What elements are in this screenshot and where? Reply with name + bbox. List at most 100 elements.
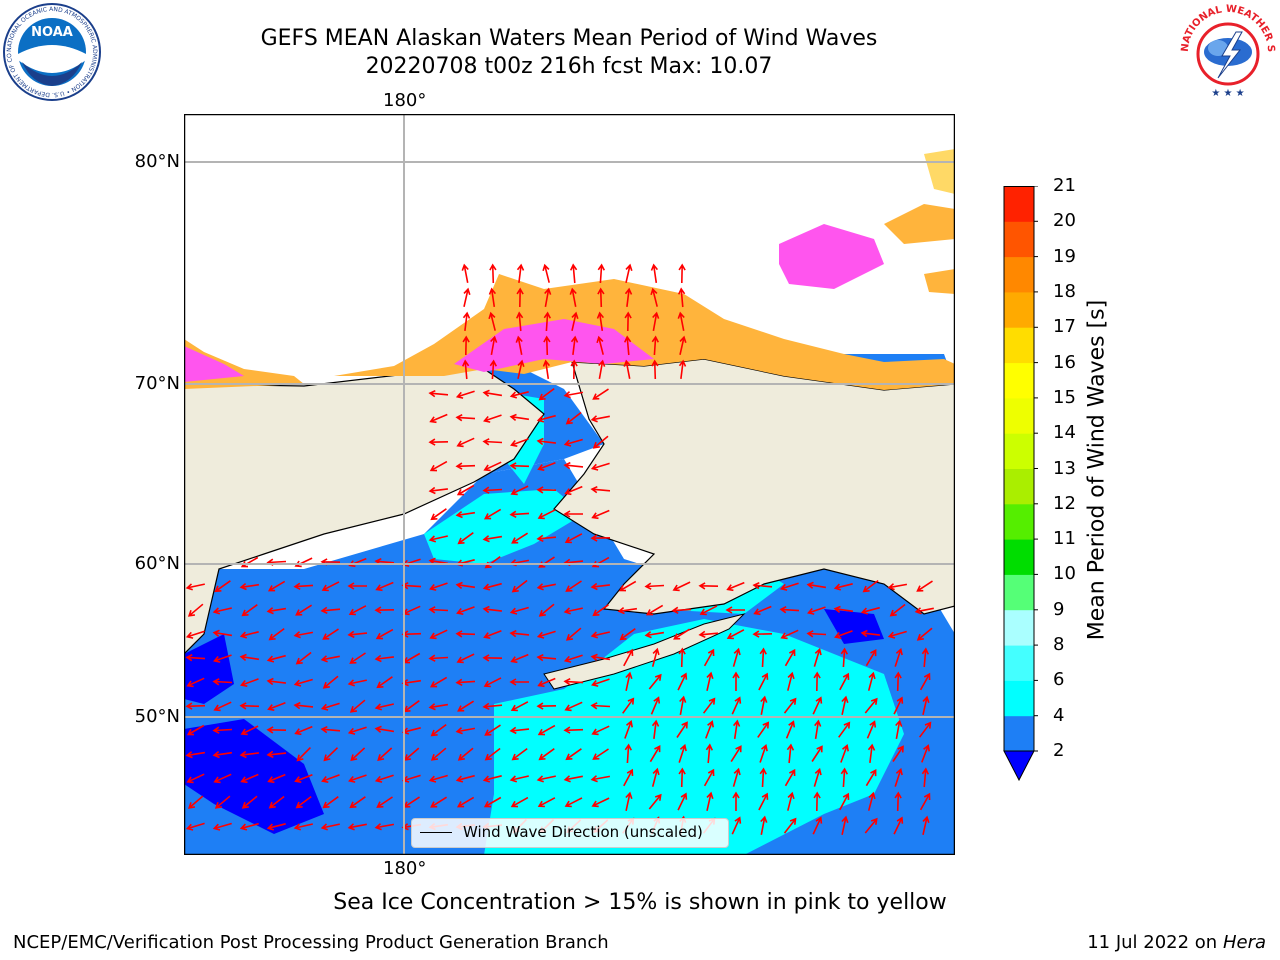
wind-wave-arrow-93: [590, 534, 611, 542]
wind-wave-arrow-322: [678, 743, 687, 763]
wind-wave-arrow-155: [699, 605, 718, 616]
wind-wave-arrow-191: [916, 627, 933, 641]
wind-wave-arrow-345: [536, 775, 556, 783]
wind-wave-arrow-414: [893, 816, 904, 835]
wind-wave-arrow-139: [266, 607, 287, 615]
wind-wave-arrow-59: [428, 438, 449, 446]
wind-wave-arrow-214: [784, 648, 796, 667]
wind-wave-arrow-140: [295, 604, 313, 616]
wind-wave-arrow-306: [239, 750, 259, 759]
wind-wave-arrow-83: [509, 510, 530, 519]
wind-wave-arrow-64: [563, 438, 583, 447]
wind-wave-arrow-123: [590, 582, 610, 591]
wind-wave-arrow-230: [455, 678, 476, 687]
wind-wave-arrow-143: [374, 606, 395, 614]
wind-wave-arrow-293: [651, 719, 660, 739]
wind-wave-arrow-313: [430, 747, 447, 761]
wind-wave-arrow-217: [865, 648, 877, 667]
wind-wave-arrow-47: [482, 389, 503, 397]
colorbar-band-9: [1004, 397, 1034, 434]
wind-wave-arrow-372: [510, 796, 529, 808]
wind-wave-arrow-117: [429, 582, 448, 591]
wind-wave-arrow-240: [732, 671, 740, 691]
wind-wave-arrow-249: [213, 701, 232, 712]
wind-wave-arrow-12: [544, 287, 552, 308]
wind-wave-arrow-365: [322, 796, 339, 809]
wind-wave-arrow-251: [267, 702, 286, 711]
wind-wave-arrow-169: [322, 628, 339, 640]
chart-subtitle: 20220708 t00z 216h fcst Max: 10.07: [365, 54, 773, 79]
ice-beaufort-pink: [779, 224, 884, 289]
wind-wave-arrow-0: [461, 263, 469, 283]
wind-wave-arrow-87: [428, 535, 448, 543]
wind-wave-arrow-110: [239, 582, 260, 591]
wind-wave-arrow-295: [705, 720, 714, 739]
wind-wave-arrow-21: [543, 311, 552, 332]
wind-wave-arrow-63: [536, 437, 556, 446]
wind-wave-arrow-119: [482, 582, 502, 591]
wind-wave-arrow-305: [212, 750, 233, 759]
wind-wave-arrow-126: [672, 581, 691, 592]
wind-wave-arrow-173: [429, 629, 448, 640]
wind-wave-arrow-189: [860, 629, 880, 638]
wind-wave-arrow-275: [922, 695, 930, 715]
wind-wave-arrow-353: [759, 767, 767, 788]
wind-wave-arrow-315: [484, 747, 501, 761]
wind-wave-arrow-222: [240, 678, 259, 687]
wind-wave-arrow-350: [678, 767, 686, 788]
wind-wave-arrow-210: [678, 647, 686, 668]
colorbar-tick-18: 18: [1053, 280, 1076, 302]
wind-wave-arrow-332: [186, 773, 205, 784]
wind-wave-arrow-89: [482, 535, 503, 543]
wind-wave-arrow-303: [918, 721, 932, 738]
wind-wave-arrow-309: [323, 747, 339, 762]
wind-wave-arrow-75: [482, 486, 503, 494]
wind-wave-arrow-244: [839, 672, 850, 691]
wind-wave-arrow-218: [894, 647, 903, 667]
wind-wave-arrow-278: [240, 725, 259, 736]
wind-wave-arrow-279: [266, 726, 287, 734]
wind-wave-arrow-339: [374, 774, 394, 783]
colorbar-band-5: [1004, 539, 1034, 575]
wind-wave-arrow-18: [462, 311, 471, 331]
wind-wave-arrow-392: [293, 823, 313, 831]
wind-wave-arrow-49: [538, 387, 555, 401]
wind-wave-arrow-409: [760, 815, 768, 835]
colorbar-tick-14: 14: [1053, 422, 1076, 444]
wind-wave-arrow-298: [785, 720, 796, 739]
colorbar-tick-9: 9: [1053, 598, 1065, 620]
colorbar-tick-2: 2: [1053, 740, 1065, 761]
colorbar-tick-21: 21: [1053, 175, 1076, 196]
wind-wave-arrow-195: [266, 654, 286, 663]
wind-wave-arrow-56: [536, 414, 556, 423]
wind-wave-arrow-131: [806, 581, 827, 589]
wind-wave-arrow-32: [596, 335, 604, 355]
wind-wave-arrow-37: [489, 359, 498, 380]
wind-wave-arrow-325: [759, 744, 768, 763]
wind-wave-arrow-317: [538, 748, 555, 761]
wind-wave-arrow-9: [463, 287, 471, 307]
wind-wave-arrow-241: [758, 672, 769, 691]
wind-wave-arrow-234: [563, 677, 584, 686]
wind-wave-arrow-272: [841, 695, 849, 715]
lat-label-80: 80°N: [134, 151, 180, 172]
lon-label-bottom: 180°: [383, 858, 427, 879]
wind-wave-arrow-371: [483, 796, 502, 808]
colorbar-band-15: [1004, 186, 1034, 222]
colorbar-band-13: [1004, 256, 1034, 293]
colorbar-band-1: [1004, 680, 1034, 717]
wind-wave-arrow-326: [786, 743, 795, 764]
wind-wave-arrow-387: [919, 792, 931, 811]
wind-wave-arrow-281: [320, 725, 341, 734]
wind-wave-arrow-84: [537, 509, 556, 520]
wind-wave-arrow-283: [374, 725, 395, 733]
wind-wave-arrow-36: [461, 359, 470, 380]
wind-wave-arrow-321: [649, 744, 661, 763]
wind-wave-arrow-161: [860, 606, 880, 615]
wind-wave-arrow-72: [590, 462, 610, 471]
wind-wave-arrow-8: [678, 263, 686, 284]
footer-credit: NCEP/EMC/Verification Post Processing Pr…: [13, 932, 609, 953]
wind-wave-arrow-11: [516, 287, 524, 308]
wind-wave-arrow-336: [294, 774, 313, 783]
wind-wave-arrow-44: [678, 359, 687, 379]
